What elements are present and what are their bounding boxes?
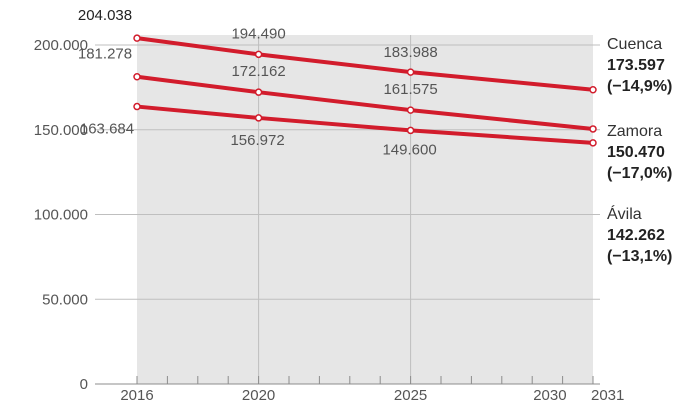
series-end-value: 150.470 <box>607 144 665 161</box>
y-tick-label: 100.000 <box>34 207 88 224</box>
y-tick-label: 150.000 <box>34 122 88 139</box>
data-label: 161.575 <box>383 81 437 98</box>
data-label: 183.988 <box>383 44 437 61</box>
series-end-change: (−14,9%) <box>607 78 672 95</box>
data-point <box>133 102 141 111</box>
data-point <box>589 139 597 147</box>
data-label: 149.600 <box>382 141 436 158</box>
x-tick-label: 2016 <box>120 387 153 404</box>
series-name-label: Zamora <box>607 123 662 140</box>
series-end-change: (−13,1%) <box>607 248 672 265</box>
data-point <box>589 86 597 94</box>
data-point <box>133 72 141 81</box>
data-label: 194.490 <box>231 25 285 42</box>
data-point <box>254 88 263 96</box>
series-end-change: (−17,0%) <box>607 165 672 182</box>
series-name-label: Ávila <box>607 204 642 223</box>
series-name-label: Cuenca <box>607 36 662 53</box>
data-label: 156.972 <box>230 132 284 149</box>
data-point <box>406 106 415 114</box>
data-point <box>406 68 415 76</box>
x-tick-label: 2020 <box>242 387 275 404</box>
x-tick-label: 2031 <box>591 387 624 404</box>
x-tick-label: 2030 <box>533 387 566 404</box>
data-label: 181.278 <box>78 46 132 63</box>
y-tick-label: 0 <box>80 376 88 393</box>
x-tick-label: 2025 <box>394 387 427 404</box>
series-line-ávila <box>135 104 595 145</box>
data-point <box>254 114 263 122</box>
data-point <box>133 34 141 42</box>
y-tick-label: 50.000 <box>42 291 88 308</box>
y-tick-label: 200.000 <box>34 37 88 54</box>
series-line-zamora <box>135 74 595 131</box>
data-point <box>254 50 263 59</box>
series-end-value: 142.262 <box>607 227 665 244</box>
series-line-cuenca <box>135 36 595 92</box>
data-label: 204.038 <box>78 7 132 24</box>
series-end-value: 173.597 <box>607 57 665 74</box>
data-point <box>589 125 597 133</box>
data-point <box>406 126 415 135</box>
plot-background <box>137 35 593 384</box>
data-label: 163.684 <box>80 121 134 138</box>
data-label: 172.162 <box>231 63 285 80</box>
